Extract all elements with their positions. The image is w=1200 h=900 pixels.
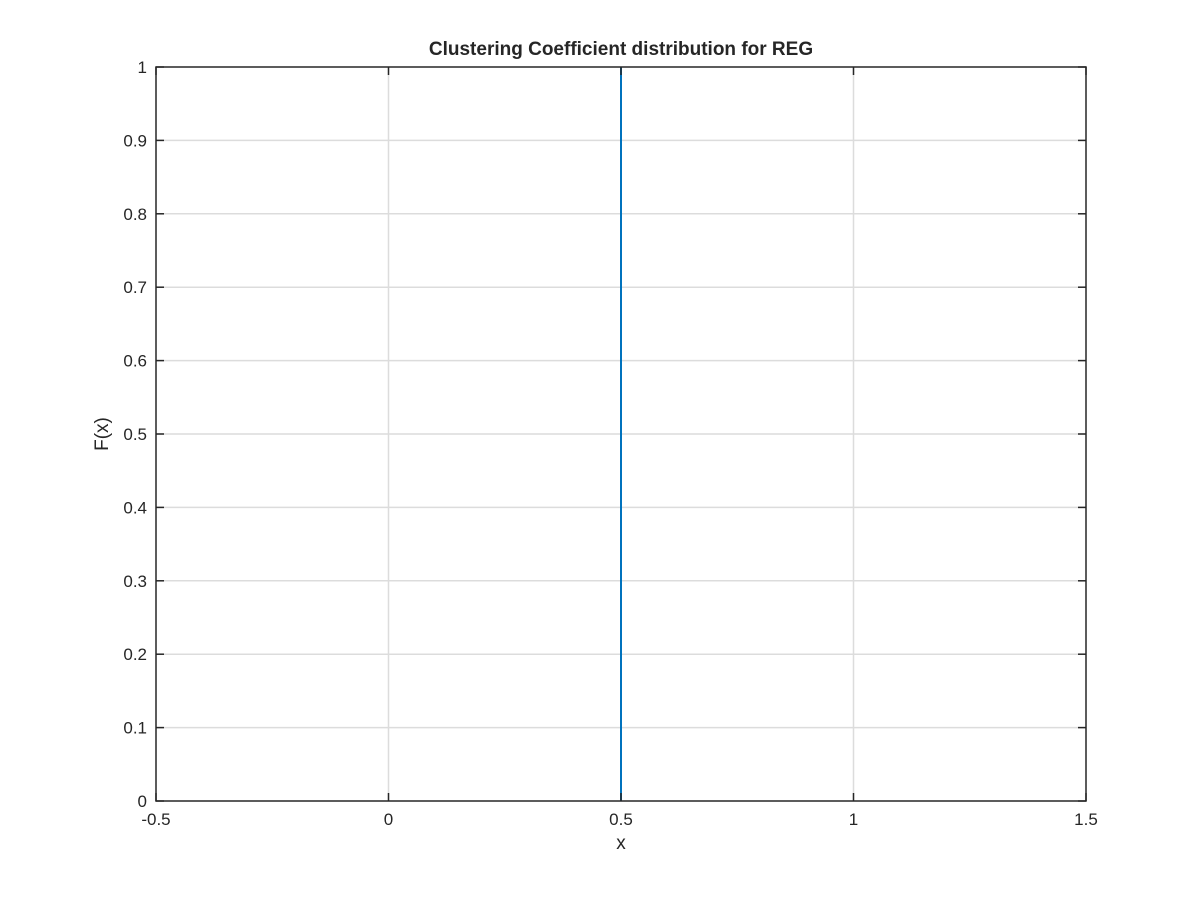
y-tick-label: 0.6: [123, 352, 147, 371]
x-tick-label: 1: [849, 810, 858, 829]
x-axis-label: x: [616, 833, 626, 854]
y-tick-label: 0.5: [123, 425, 147, 444]
y-tick-label: 0.7: [123, 278, 147, 297]
tick-labels: -0.5 0 0.5 1 1.500.10.20.30.40.50.60.70.80.9…: [123, 58, 1097, 829]
y-tick-label: 0.2: [123, 645, 147, 664]
y-tick-label: 0.8: [123, 205, 147, 224]
y-tick-label: 0.1: [123, 719, 147, 738]
y-tick-label: 0: [138, 792, 147, 811]
y-axis-label: F(x): [92, 417, 113, 451]
y-tick-label: 0.4: [123, 498, 147, 517]
x-tick-label: 0: [384, 810, 393, 829]
x-tick-label: -0.5: [141, 810, 170, 829]
y-tick-label: 1: [138, 58, 147, 77]
x-tick-label: 0.5: [609, 810, 633, 829]
y-tick-label: 0.9: [123, 131, 147, 150]
y-tick-label: 0.3: [123, 572, 147, 591]
x-tick-label: 1.5: [1074, 810, 1098, 829]
chart-title: Clustering Coefficient distribution for …: [429, 39, 813, 60]
axes: [155, 66, 1087, 802]
